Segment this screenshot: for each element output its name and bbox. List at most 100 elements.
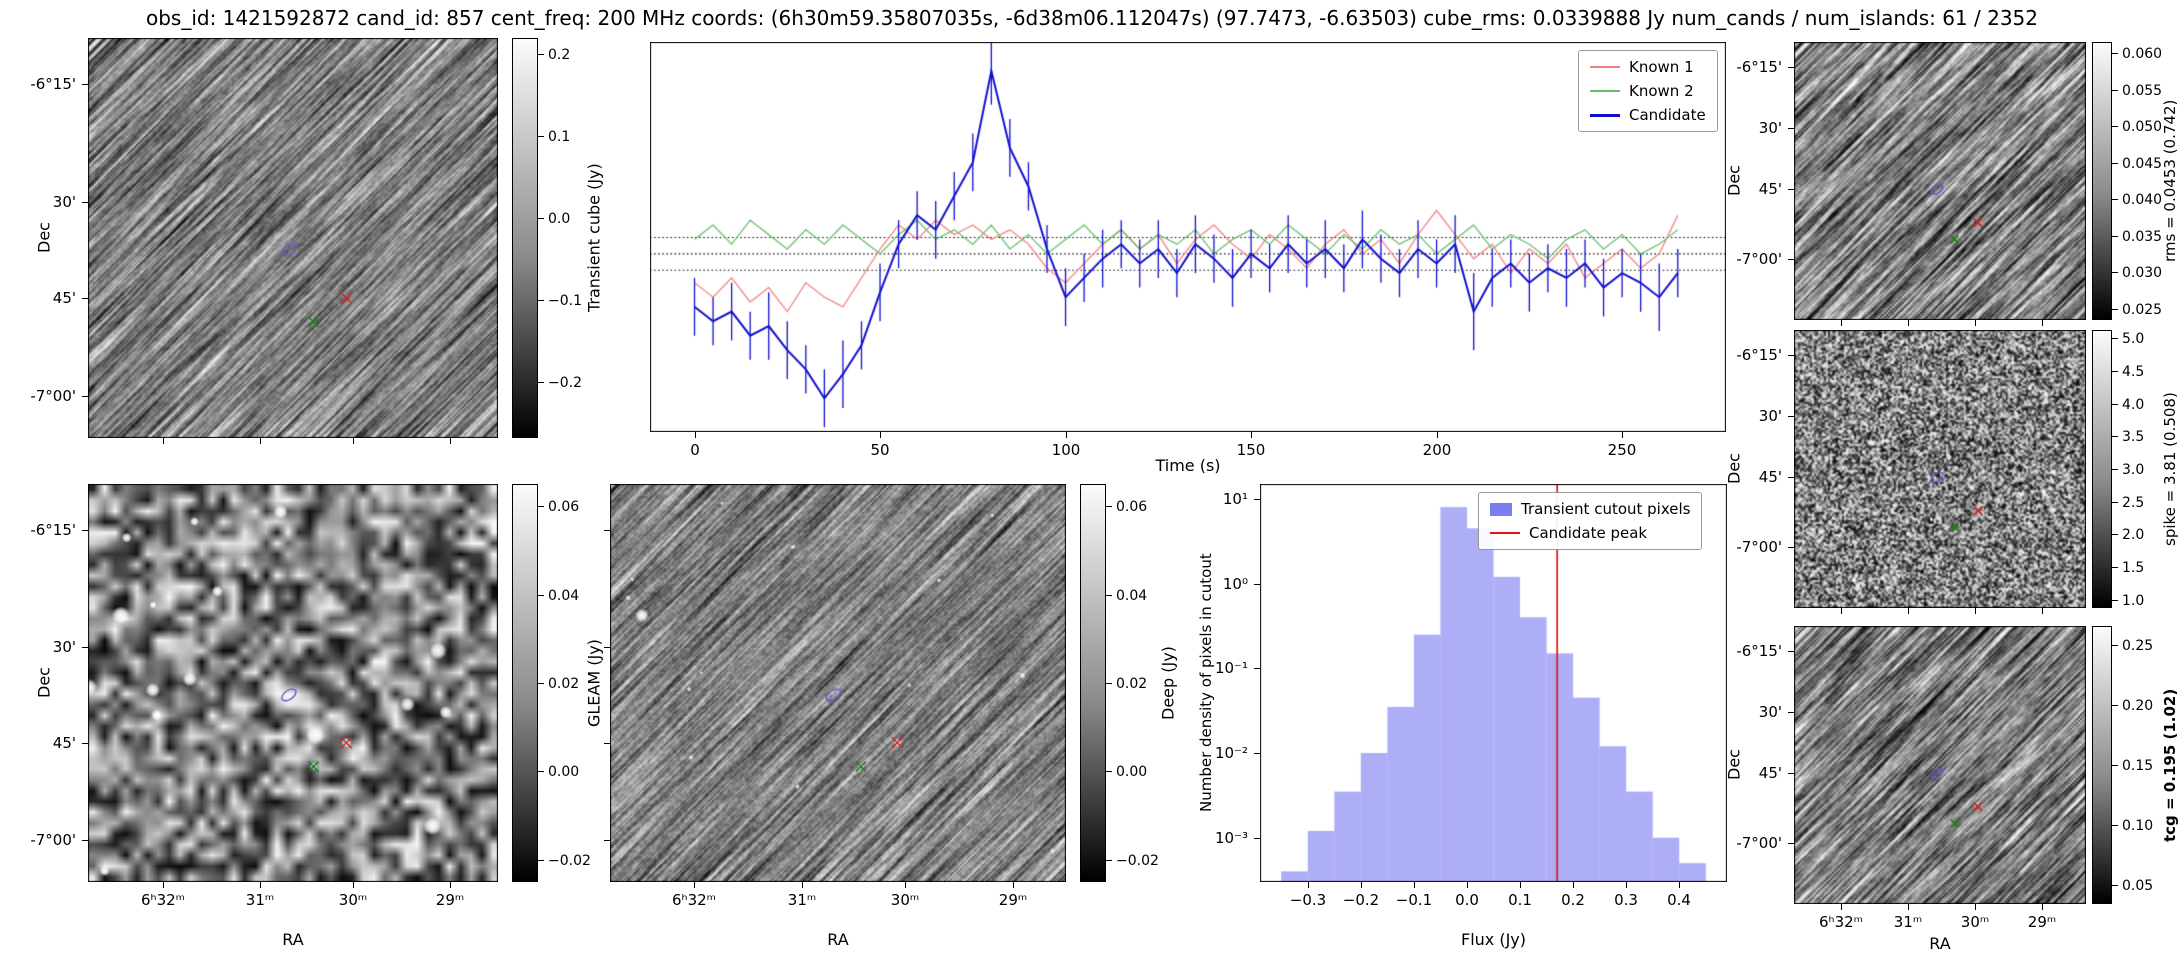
tick-label: -7°00': [1736, 250, 1782, 268]
tick-label: −0.1: [548, 293, 582, 309]
tick-mark: [1788, 773, 1794, 774]
tick-mark: [604, 647, 610, 648]
candidate-peak-legend-label: Candidate peak: [1529, 524, 1648, 542]
tick-label: 6ʰ32ᵐ: [671, 891, 717, 909]
tick-mark: [1841, 904, 1842, 910]
tick-mark: [538, 860, 544, 861]
tick-label: 0.1: [548, 129, 571, 145]
tick-label: 45': [1758, 468, 1782, 486]
tick-label: 0.045: [2122, 156, 2163, 172]
tick-label: 3.0: [2122, 462, 2145, 478]
tick-label: 0.2: [548, 47, 571, 63]
tick-label: 45': [1758, 764, 1782, 782]
tick-label: 31ᵐ: [245, 891, 275, 909]
deep-ra-axis-label: RA: [827, 930, 849, 949]
tick-label: -6°15': [1736, 58, 1782, 76]
tick-mark: [1106, 860, 1112, 861]
tick-label: 0.1: [1508, 891, 1532, 909]
tick-mark: [1251, 432, 1252, 438]
legend-item-known-2: Known 2: [1590, 82, 1706, 100]
tick-mark: [2112, 53, 2118, 54]
tick-label: -6°15': [1736, 346, 1782, 364]
tick-label: -6°15': [1736, 642, 1782, 660]
spike-colorbar: [2092, 330, 2112, 608]
tick-label: 30': [1758, 407, 1782, 425]
tick-label: 0.025: [2122, 302, 2163, 318]
tick-label: 0.05: [2122, 878, 2154, 894]
tick-label: 0.3: [1614, 891, 1638, 909]
tick-label: −0.3: [1289, 891, 1327, 909]
tick-label: 0.0: [548, 211, 571, 227]
tick-mark: [1106, 595, 1112, 596]
tick-mark: [538, 683, 544, 684]
tick-mark: [1106, 771, 1112, 772]
tick-label: −0.02: [548, 853, 591, 869]
tick-mark: [538, 382, 544, 383]
tick-mark: [1679, 882, 1680, 888]
tick-label: 0.06: [1116, 499, 1148, 515]
histogram-legend: Transient cutout pixels Candidate peak: [1478, 492, 1703, 550]
tick-label: −0.2: [548, 375, 582, 391]
tick-mark: [1622, 432, 1623, 438]
tick-mark: [538, 300, 544, 301]
tick-mark: [1788, 547, 1794, 548]
tick-label: 0.15: [2122, 758, 2154, 774]
tick-mark: [1467, 882, 1468, 888]
tick-label: 0.040: [2122, 192, 2163, 208]
tick-label: 150: [1236, 441, 1266, 459]
candidate-peak-line-swatch: [1490, 532, 1520, 534]
tick-mark: [2042, 904, 2043, 910]
tick-mark: [1573, 882, 1574, 888]
tick-mark: [1788, 712, 1794, 713]
tick-mark: [2112, 502, 2118, 503]
tick-mark: [1788, 128, 1794, 129]
tick-mark: [2112, 338, 2118, 339]
tick-label: 10⁻¹: [1214, 659, 1248, 677]
tick-mark: [82, 530, 88, 531]
tick-mark: [1626, 882, 1627, 888]
tick-label: 0.0: [1455, 891, 1479, 909]
tick-label: 3.5: [2122, 429, 2145, 445]
tick-mark: [260, 882, 261, 888]
gleam-colorbar: [512, 484, 538, 882]
rms-colorbar: [2092, 42, 2112, 320]
tick-mark: [450, 882, 451, 888]
deep-cutout-image: [610, 484, 1066, 882]
tick-mark: [1013, 882, 1014, 888]
known-2-legend-label: Known 2: [1629, 82, 1694, 100]
tick-mark: [1841, 608, 1842, 614]
tick-mark: [802, 882, 803, 888]
tick-label: 6ʰ32ᵐ: [140, 891, 186, 909]
tick-mark: [82, 840, 88, 841]
tick-mark: [2112, 309, 2118, 310]
tick-label: 0.00: [548, 764, 580, 780]
candidate-line-swatch: [1590, 113, 1620, 117]
tick-label: 100: [1051, 441, 1081, 459]
tick-label: −0.1: [1395, 891, 1433, 909]
tick-label: -6°15': [30, 521, 76, 539]
tick-mark: [1254, 584, 1260, 585]
tick-mark: [2112, 126, 2118, 127]
tick-label: 5.0: [2122, 331, 2145, 347]
tick-label: 2.0: [2122, 527, 2145, 543]
histogram-patch-swatch: [1490, 502, 1512, 516]
tick-label: 30ᵐ: [338, 891, 368, 909]
tick-label: -6°15': [30, 75, 76, 93]
tick-mark: [538, 218, 544, 219]
tick-label: 29ᵐ: [2027, 913, 2057, 931]
tick-label: 30': [1758, 119, 1782, 137]
tick-mark: [82, 647, 88, 648]
tick-label: 0.02: [1116, 676, 1148, 692]
tick-label: 30': [1758, 703, 1782, 721]
tick-label: 1.0: [2122, 593, 2145, 609]
tick-mark: [2112, 600, 2118, 601]
tick-label: 0.00: [1116, 764, 1148, 780]
gleam-dec-axis-label: Dec: [34, 667, 54, 699]
tick-mark: [2112, 163, 2118, 164]
tick-label: -7°00': [30, 387, 76, 405]
tick-label: 200: [1422, 441, 1452, 459]
tick-label: 45': [52, 289, 76, 307]
transient-cube-dec-axis-label: Dec: [34, 222, 54, 254]
tick-mark: [2042, 608, 2043, 614]
tick-mark: [82, 84, 88, 85]
